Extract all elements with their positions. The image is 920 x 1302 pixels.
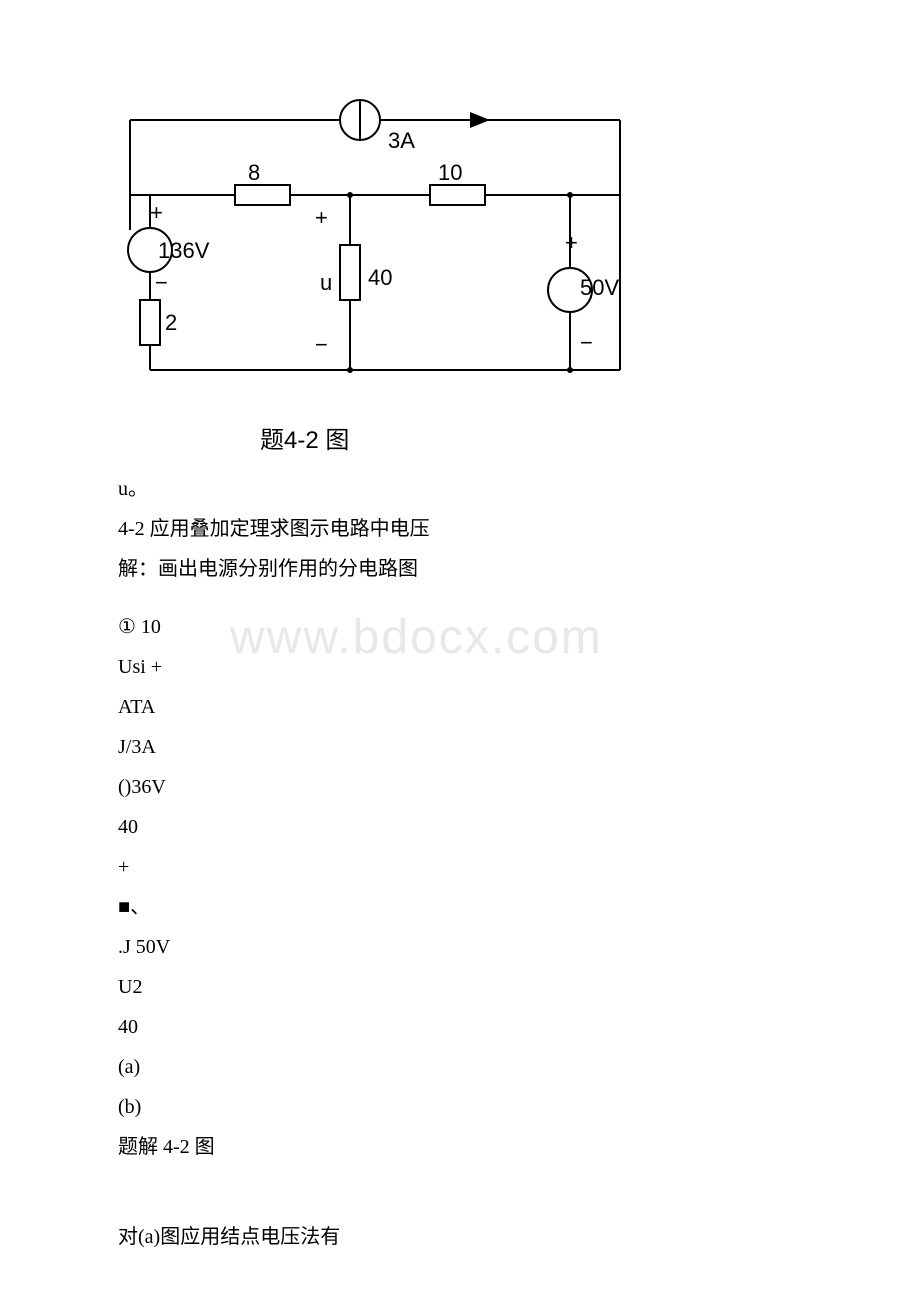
text-line-1: u。: [118, 470, 818, 508]
v2-label: 50V: [580, 275, 619, 300]
list-item: J/3A: [118, 728, 215, 766]
bottom-text: 对(a)图应用结点电压法有: [118, 1220, 340, 1249]
list-item: (b): [118, 1088, 215, 1126]
u-label: u: [320, 270, 332, 295]
circuit-svg: 3A 8 10 + 136V − 2 +: [120, 90, 640, 390]
text-line-3: 解：画出电源分别作用的分电路图: [118, 550, 818, 588]
list-item: 40: [118, 1008, 215, 1046]
caption-suffix: 图: [325, 428, 349, 454]
list-item: (a): [118, 1048, 215, 1086]
r3-label: 40: [368, 265, 392, 290]
v1-label: 136V: [158, 238, 210, 263]
list-item: ()36V: [118, 768, 215, 806]
minus-left: −: [155, 270, 168, 295]
list-item: Usi +: [118, 648, 215, 686]
list-item: ① 10: [118, 608, 215, 646]
minus-right: −: [580, 330, 593, 355]
minus-mid: −: [315, 332, 328, 357]
list-item: 40: [118, 808, 215, 846]
r1-label: 8: [248, 160, 260, 185]
watermark: www.bdocx.com: [230, 610, 603, 665]
problem-text: u。 4-2 应用叠加定理求图示电路中电压 解：画出电源分别作用的分电路图: [118, 470, 818, 590]
list-item: ■、: [118, 888, 215, 926]
plus-left: +: [150, 200, 163, 225]
plus-right: +: [565, 230, 578, 255]
caption-num: 4-2: [284, 427, 319, 454]
circuit-diagram: 3A 8 10 + 136V − 2 +: [120, 90, 640, 390]
current-label: 3A: [388, 128, 415, 153]
plus-mid: +: [315, 205, 328, 230]
list-item: ATA: [118, 688, 215, 726]
list-section: ① 10 Usi + ATA J/3A ()36V 40 + ■、 .J 50V…: [118, 608, 215, 1168]
r2-label: 10: [438, 160, 462, 185]
list-item: U2: [118, 968, 215, 1006]
text-line-2: 4-2 应用叠加定理求图示电路中电压: [118, 510, 818, 548]
caption-prefix: 题: [260, 428, 284, 454]
r4-label: 2: [165, 310, 177, 335]
list-item: .J 50V: [118, 928, 215, 966]
circuit-caption: 题4-2 图: [260, 420, 349, 455]
list-item: +: [118, 848, 215, 886]
list-item: 题解 4-2 图: [118, 1128, 215, 1166]
